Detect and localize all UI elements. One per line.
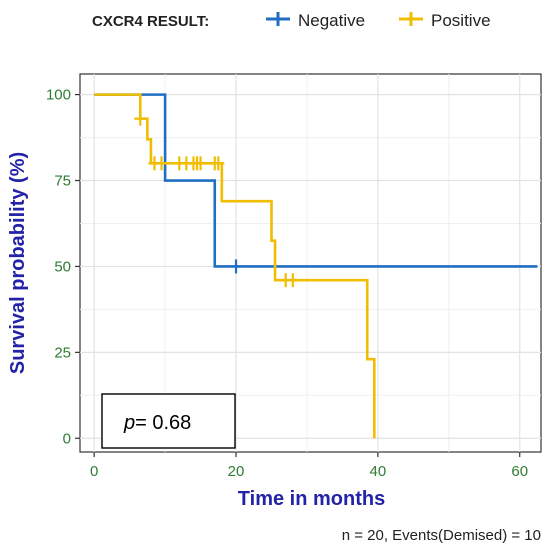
censor-mark	[286, 273, 299, 288]
censor-mark	[155, 156, 168, 171]
footnote: n = 20, Events(Demised) = 10	[342, 527, 541, 544]
y-tick-label: 75	[54, 173, 71, 190]
series-negative	[94, 93, 538, 274]
p-value: = 0.68	[135, 412, 191, 434]
x-tick-label: 0	[90, 463, 98, 480]
y-tick-label: 25	[54, 344, 71, 361]
x-tick-label: 60	[511, 463, 528, 480]
y-tick-label: 100	[46, 87, 71, 104]
series-positive	[94, 93, 376, 439]
legend-label-negative: Negative	[298, 11, 365, 30]
legend-swatch-positive	[399, 12, 423, 26]
p-value-box: p= 0.68	[101, 393, 236, 449]
y-tick-label: 0	[63, 430, 71, 447]
legend-items: Negative Positive	[266, 11, 491, 30]
plot-panel	[79, 73, 542, 453]
p-value-label: p	[123, 412, 135, 434]
p-value-box-frame	[101, 393, 236, 449]
censor-mark	[230, 259, 243, 274]
legend: CXCR4 RESULT:	[92, 13, 209, 30]
y-tick-label: 50	[54, 258, 71, 275]
tick-labels: 0 20 40 60 0 25 50 75 100	[46, 87, 528, 480]
survival-curve-negative	[94, 93, 538, 268]
series-layer	[94, 93, 538, 439]
censor-mark	[134, 111, 147, 126]
censor-mark	[194, 156, 207, 171]
legend-label-positive: Positive	[431, 11, 491, 30]
p-value-text: p= 0.68	[123, 412, 191, 434]
legend-swatch-negative	[266, 12, 290, 26]
y-axis-title: Survival probability (%)	[7, 152, 29, 374]
censor-mark	[212, 156, 225, 171]
axes	[75, 94, 521, 457]
legend-title: CXCR4 RESULT:	[92, 13, 209, 30]
x-tick-label: 40	[370, 463, 387, 480]
plot-area	[79, 73, 542, 453]
x-tick-label: 20	[228, 463, 245, 480]
x-axis-title: Time in months	[238, 488, 385, 510]
